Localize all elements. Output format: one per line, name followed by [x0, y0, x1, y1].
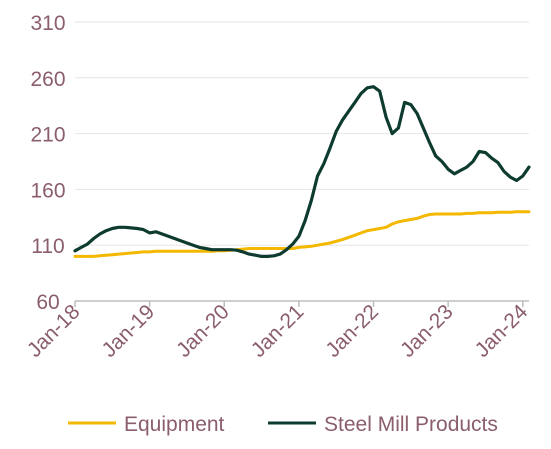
x-tick-label: Jan-20 [172, 300, 234, 362]
x-tick-label: Jan-24 [471, 300, 533, 362]
series-line-steel-mill-products [73, 85, 531, 258]
x-axis-tick-labels: Jan-18 Jan-19 Jan-20 Jan-21 Jan-22 Jan-23 Jan-… [23, 300, 533, 362]
y-tick-label: 210 [30, 124, 65, 147]
series-line-equipment [73, 210, 531, 258]
series-lines [73, 85, 531, 258]
x-tick-label: Jan-23 [396, 300, 458, 362]
legend-label: Steel Mill Products [324, 413, 498, 436]
legend: Equipment Steel Mill Products [68, 413, 498, 436]
legend-label: Equipment [124, 413, 225, 436]
y-tick-label: 60 [36, 291, 59, 314]
x-tick-label: Jan-19 [97, 300, 159, 362]
gridlines [75, 21, 529, 246]
axes [74, 300, 529, 307]
y-tick-label: 110 [31, 235, 64, 258]
y-axis-tick-labels: 60 110 160 210 260 310 [30, 12, 65, 314]
x-tick-label: Jan-21 [247, 300, 309, 362]
y-tick-label: 310 [30, 12, 65, 35]
y-tick-label: 160 [30, 179, 65, 202]
x-tick-label: Jan-22 [321, 300, 383, 362]
y-tick-label: 260 [30, 68, 65, 91]
